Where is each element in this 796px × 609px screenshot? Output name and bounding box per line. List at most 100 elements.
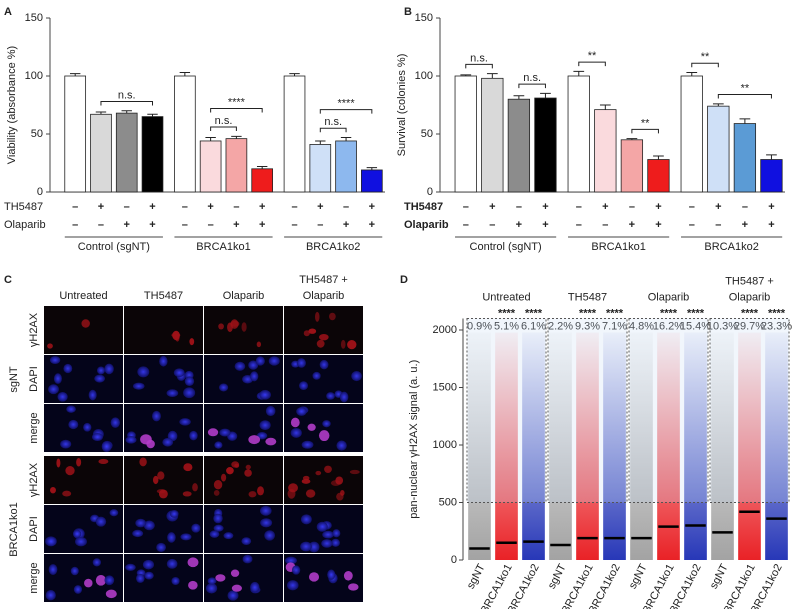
- nucleus: [220, 473, 227, 482]
- nucleus: [244, 469, 252, 477]
- treatment-sign: +: [124, 219, 130, 231]
- nucleus: [248, 491, 257, 498]
- percent-label: 15.4%: [680, 320, 711, 332]
- treatment-sign: –: [291, 219, 297, 231]
- nucleus: [290, 417, 300, 428]
- panel-letter: C: [4, 274, 12, 286]
- nucleus: [307, 423, 316, 431]
- bar: [680, 75, 703, 193]
- treatment-sign: +: [98, 201, 104, 213]
- nucleus: [302, 475, 310, 481]
- nucleus: [227, 590, 239, 601]
- micrograph: [204, 456, 283, 504]
- treatment-sign: –: [291, 201, 297, 213]
- nucleus: [109, 509, 119, 517]
- error-bar: [686, 72, 698, 76]
- nucleus: [287, 580, 299, 591]
- distribution-band: [738, 332, 761, 560]
- nucleus: [250, 581, 260, 593]
- treatment-sign: –: [715, 219, 721, 231]
- nucleus: [214, 441, 223, 449]
- bar: [620, 139, 644, 193]
- nucleus: [265, 437, 277, 446]
- error-bar: [766, 154, 777, 160]
- nucleus: [284, 556, 297, 565]
- nucleus: [213, 513, 223, 524]
- nucleus: [219, 383, 229, 392]
- nucleus: [265, 405, 276, 417]
- nucleus: [73, 585, 83, 594]
- treatment-sign: –: [463, 201, 469, 213]
- bar: [507, 98, 531, 193]
- significance-bracket: [691, 62, 719, 68]
- channel-label: DAPI: [28, 516, 40, 542]
- bar: [115, 112, 138, 193]
- nucleus: [191, 523, 201, 533]
- distribution-band: [576, 332, 599, 560]
- channel-label: DAPI: [28, 366, 40, 392]
- treatment-sign: –: [602, 219, 608, 231]
- significance-label: ****: [741, 307, 759, 319]
- group-label: Olaparib: [729, 291, 771, 303]
- percent-label: 7.1%: [602, 320, 627, 332]
- significance-label: ****: [338, 98, 356, 110]
- treatment-sign: –: [742, 201, 748, 213]
- nucleus: [296, 358, 306, 368]
- distribution-band: [711, 332, 734, 560]
- bar: [481, 77, 504, 193]
- x-tick-label: sgNT: [708, 562, 731, 591]
- nucleus: [331, 538, 340, 547]
- group-label: TH5487 +: [725, 275, 774, 287]
- channel-label: merge: [28, 562, 40, 593]
- nucleus: [299, 381, 309, 391]
- nucleus: [322, 420, 331, 428]
- nucleus: [162, 437, 174, 447]
- percent-label: 9.3%: [575, 320, 600, 332]
- nucleus: [213, 524, 224, 532]
- nucleus: [259, 505, 272, 516]
- y-tick-label: 500: [439, 496, 457, 508]
- panel-letter: B: [404, 6, 412, 18]
- channel-label: merge: [28, 412, 40, 443]
- percent-label: 4.8%: [629, 320, 654, 332]
- treatment-sign: –: [124, 201, 130, 213]
- significance-label: **: [741, 82, 750, 94]
- nucleus: [183, 463, 193, 472]
- nucleus: [56, 458, 61, 468]
- treatment-sign: –: [72, 201, 78, 213]
- nucleus: [152, 475, 159, 485]
- nucleus: [125, 436, 137, 444]
- percent-label: 16.2%: [653, 320, 684, 332]
- nucleus: [336, 440, 347, 451]
- nucleus: [291, 565, 301, 575]
- nucleus: [81, 319, 90, 328]
- nucleus: [62, 490, 72, 497]
- nucleus: [319, 359, 329, 370]
- error-bar: [340, 136, 352, 141]
- panel-letter: D: [400, 274, 408, 286]
- percent-label: 29.7%: [734, 320, 765, 332]
- nucleus: [167, 532, 176, 543]
- significance-label: n.s.: [523, 72, 541, 84]
- significance-label: n.s.: [470, 52, 488, 64]
- bar: [594, 109, 617, 193]
- x-tick-label: sgNT: [465, 562, 488, 591]
- significance-bracket: [631, 128, 659, 134]
- error-bar: [513, 95, 525, 100]
- nucleus: [184, 376, 195, 386]
- nucleus: [156, 542, 166, 553]
- treatment-sign: +: [768, 201, 774, 213]
- distribution-band: [657, 332, 680, 560]
- nucleus: [230, 569, 240, 577]
- bar: [141, 116, 164, 193]
- nucleus: [47, 343, 53, 349]
- nucleus: [49, 356, 61, 365]
- nucleus: [95, 516, 107, 527]
- nucleus: [172, 330, 180, 341]
- significance-label: ****: [606, 307, 624, 319]
- significance-label: ****: [768, 307, 786, 319]
- nucleus: [226, 467, 234, 475]
- y-tick-label: 50: [31, 128, 43, 140]
- group-label: Olaparib: [648, 291, 690, 303]
- significance-label: **: [701, 51, 710, 63]
